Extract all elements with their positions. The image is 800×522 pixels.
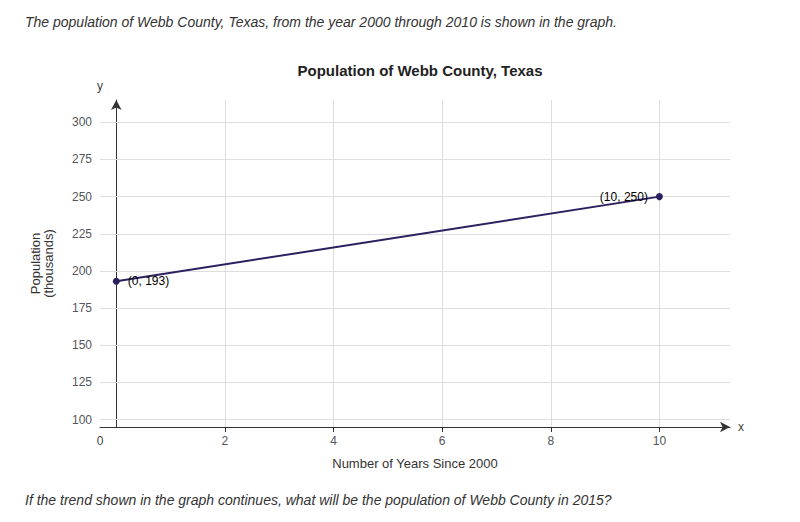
svg-text:300: 300 bbox=[72, 115, 92, 129]
svg-text:275: 275 bbox=[72, 152, 92, 166]
svg-text:175: 175 bbox=[72, 301, 92, 315]
svg-text:(thousands): (thousands) bbox=[41, 229, 56, 298]
svg-text:(10, 250): (10, 250) bbox=[600, 190, 648, 204]
svg-text:(0, 193): (0, 193) bbox=[128, 274, 169, 288]
svg-text:125: 125 bbox=[72, 375, 92, 389]
svg-text:10: 10 bbox=[653, 434, 667, 448]
svg-text:The population of Webb County,: The population of Webb County, Texas, fr… bbox=[25, 14, 617, 30]
svg-text:If the trend shown in the grap: If the trend shown in the graph continue… bbox=[25, 492, 612, 508]
svg-text:4: 4 bbox=[330, 434, 337, 448]
svg-text:250: 250 bbox=[72, 190, 92, 204]
svg-text:x: x bbox=[738, 420, 744, 434]
svg-text:2: 2 bbox=[222, 434, 229, 448]
svg-text:6: 6 bbox=[439, 434, 446, 448]
svg-text:100: 100 bbox=[72, 413, 92, 427]
svg-text:8: 8 bbox=[547, 434, 554, 448]
svg-text:Population of Webb County, Tex: Population of Webb County, Texas bbox=[297, 62, 542, 79]
svg-text:Population: Population bbox=[28, 232, 43, 295]
svg-text:Number of Years Since 2000: Number of Years Since 2000 bbox=[332, 456, 498, 471]
svg-text:150: 150 bbox=[72, 338, 92, 352]
svg-text:y: y bbox=[97, 79, 103, 93]
svg-text:0: 0 bbox=[97, 434, 104, 448]
svg-text:225: 225 bbox=[72, 227, 92, 241]
svg-text:200: 200 bbox=[72, 264, 92, 278]
